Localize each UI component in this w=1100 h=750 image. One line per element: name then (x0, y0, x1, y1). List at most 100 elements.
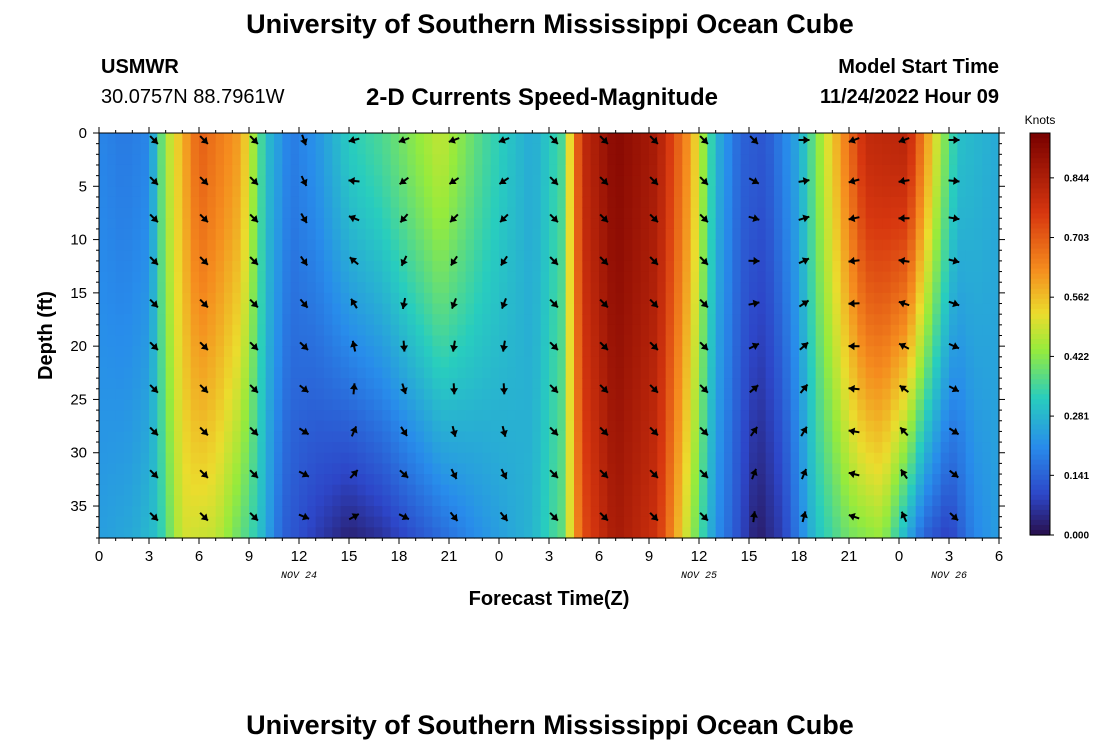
heatmap-cell (357, 335, 367, 347)
arrow-head (500, 301, 508, 309)
heatmap-cell (240, 442, 250, 454)
heatmap-cell (649, 228, 658, 241)
heatmap-cell (765, 431, 775, 443)
heatmap-cell (832, 410, 842, 422)
heatmap-cell (824, 239, 833, 251)
heatmap-cell (840, 260, 850, 273)
heatmap-cell (382, 133, 392, 145)
heatmap-cell (632, 463, 642, 475)
heatmap-cell (632, 356, 642, 369)
heatmap-cell (590, 388, 600, 401)
heatmap-cell (732, 388, 742, 401)
heatmap-cell (207, 250, 217, 262)
heatmap-cell (932, 154, 942, 166)
heatmap-cell (724, 164, 733, 177)
heatmap-cell (665, 175, 675, 187)
heatmap-cell (815, 431, 825, 443)
heatmap-cell (257, 154, 267, 166)
heatmap-cell (674, 271, 683, 283)
heatmap-cell (465, 527, 475, 539)
heatmap-cell (857, 527, 867, 539)
heatmap-cell (174, 292, 183, 305)
heatmap-cell (499, 271, 508, 283)
heatmap-cell (940, 271, 950, 283)
heatmap-cell (890, 133, 900, 145)
colorbar-segment (1030, 359, 1050, 365)
arrow-head (550, 385, 558, 393)
heatmap-cell (965, 196, 975, 209)
heatmap-cell (232, 463, 242, 475)
heatmap-cell (840, 228, 850, 241)
heatmap-cell (665, 218, 675, 230)
heatmap-cell (432, 516, 442, 528)
heatmap-cell (349, 346, 358, 358)
heatmap-cell (307, 356, 317, 369)
heatmap-cell (240, 420, 250, 433)
heatmap-cell (540, 175, 550, 187)
heatmap-cell (982, 186, 992, 198)
heatmap-cell (174, 452, 183, 464)
heatmap-cell (290, 164, 300, 177)
heatmap-cell (724, 399, 733, 411)
heatmap-cell (807, 143, 817, 155)
current-arrow (348, 177, 360, 185)
heatmap-cell (182, 452, 192, 464)
heatmap-cell (224, 143, 233, 155)
heatmap-cell (282, 133, 292, 145)
heatmap-cell (349, 292, 358, 305)
heatmap-cell (924, 356, 933, 369)
heatmap-cell (840, 484, 850, 496)
current-arrow (749, 135, 759, 145)
heatmap-cell (824, 367, 833, 379)
heatmap-cell (424, 186, 433, 198)
heatmap-cell (274, 346, 283, 358)
heatmap-cell (799, 164, 808, 177)
heatmap-cell (549, 346, 558, 358)
heatmap-cell (232, 495, 242, 507)
heatmap-cell (632, 207, 642, 219)
heatmap-cell (449, 474, 458, 486)
heatmap-cell (365, 292, 375, 305)
heatmap-cell (415, 463, 425, 475)
heatmap-cell (199, 399, 208, 411)
heatmap-cell (199, 442, 208, 454)
heatmap-cell (540, 207, 550, 219)
heatmap-cell (990, 314, 1000, 326)
heatmap-cell (565, 207, 575, 219)
heatmap-cell (357, 250, 367, 262)
heatmap-cell (824, 324, 833, 337)
heatmap-cell (390, 378, 400, 390)
heatmap-cell (957, 143, 967, 155)
heatmap-cell (699, 260, 708, 273)
current-arrow (749, 426, 759, 437)
heatmap-cell (132, 271, 142, 283)
heatmap-cell (849, 186, 858, 198)
heatmap-cell (424, 207, 433, 219)
heatmap-cell (257, 133, 267, 145)
heatmap-cell (215, 484, 225, 496)
heatmap-cell (382, 260, 392, 273)
heatmap-cell (199, 506, 208, 518)
current-arrow (948, 176, 960, 185)
heatmap-cell (115, 506, 125, 518)
heatmap-cell (624, 196, 633, 209)
heatmap-cell (607, 335, 617, 347)
current-arrow (298, 512, 310, 521)
heatmap-cell (207, 495, 217, 507)
heatmap-cell (857, 484, 867, 496)
heatmap-cell (315, 143, 325, 155)
heatmap-cell (940, 367, 950, 379)
heatmap-cell (724, 442, 733, 454)
heatmap-cell (832, 484, 842, 496)
current-arrow (399, 469, 409, 479)
heatmap-cell (182, 495, 192, 507)
heatmap-cell (765, 175, 775, 187)
heatmap-cell (957, 271, 967, 283)
current-arrow (749, 384, 759, 394)
heatmap-cell (274, 356, 283, 369)
heatmap-cell (224, 196, 233, 209)
heatmap-cell (649, 399, 658, 411)
heatmap-cell (357, 484, 367, 496)
heatmap-cell (649, 516, 658, 528)
heatmap-cell (657, 250, 667, 262)
